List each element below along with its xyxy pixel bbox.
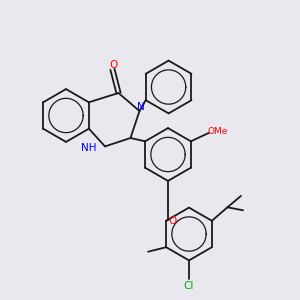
Text: OMe: OMe xyxy=(207,127,227,136)
Text: N: N xyxy=(137,102,145,112)
Text: Cl: Cl xyxy=(184,280,194,291)
Text: NH: NH xyxy=(81,143,97,153)
Text: O: O xyxy=(109,60,117,70)
Text: O: O xyxy=(168,216,177,226)
